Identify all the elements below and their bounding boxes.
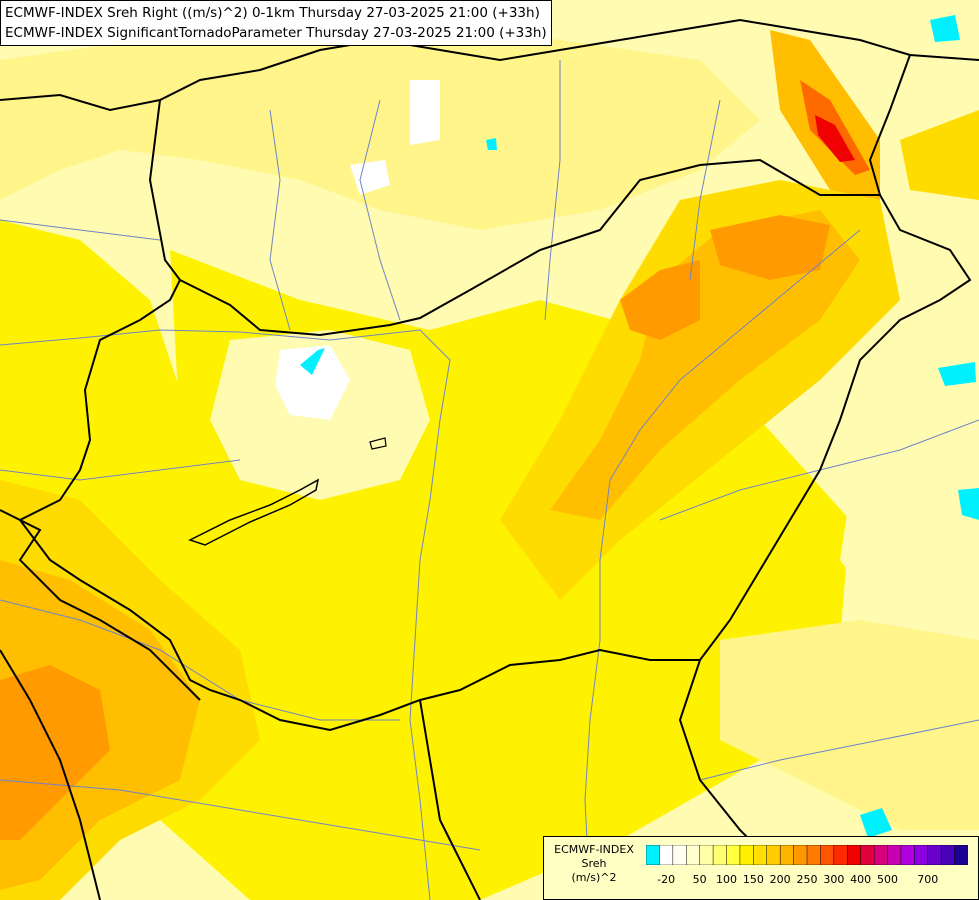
field-cyan-ne [930,15,960,42]
title-line-2: ECMWF-INDEX SignificantTornadoParameter … [5,25,547,41]
field-white-north [350,160,390,195]
field-red-core [815,115,855,162]
map-title-box: ECMWF-INDEX Sreh Right ((m/s)^2) 0-1km T… [0,0,552,46]
legend-tick-label: 700 [917,873,939,886]
legend-swatch [873,845,889,865]
field-cyan-se [860,808,892,838]
legend-swatch [887,845,902,865]
legend-swatch [712,845,728,865]
river-sava [0,779,481,851]
river-nw [0,219,161,241]
legend-swatch [927,845,942,865]
rivers [0,60,979,900]
legend-swatch [766,845,781,865]
legend-tick-label: 100 [716,873,737,886]
river-west [0,459,241,481]
legend-swatch [847,845,862,865]
border-sw [0,649,101,900]
legend-swatch [659,845,674,865]
legend-color-bar [646,845,968,865]
river-north3 [544,60,561,321]
border-croatia [0,509,201,701]
legend-swatch [806,845,821,865]
field-yellow-north [0,20,760,230]
field-orange-deep [620,260,700,340]
legend-swatch [699,845,714,865]
field-light-southeast [720,620,979,830]
legend-tick-label: -20 [657,873,676,886]
field-white-patch [275,345,350,420]
field-cyan-west-lake [300,348,325,375]
border-slovakia-west [148,99,181,281]
legend-swatch [820,845,835,865]
legend-swatch [672,845,687,865]
field-orange-corridor [550,210,860,520]
legend-tick-label: 250 [796,873,818,886]
legend-tick-label: 50 [692,873,707,886]
field-orange-ne-corner [900,110,979,200]
field-cyan-east [938,362,976,386]
lake-small [369,437,387,450]
legend-swatch [833,845,848,865]
country-borders [0,18,979,900]
field-cyan-north [486,138,497,150]
border-ukraine [868,54,911,196]
legend-swatch [793,845,808,865]
legend-ticks: -20 50 100 150 200 250 300 400 500 700 [646,873,968,889]
border-slovakia-north [0,18,979,112]
legend-swatch [954,845,968,865]
legend-title-2: Sreh [581,857,607,870]
legend-title-3: (m/s)^2 [571,871,617,884]
field-white-north2 [410,80,440,145]
legend-swatch [900,845,915,865]
legend-swatch [914,845,929,865]
legend-tick-label: 150 [742,873,764,886]
river-tisza [584,229,861,900]
river-ne [689,99,721,281]
color-legend: ECMWF-INDEX Sreh (m/s)^2 -20 50 100 150 200 2… [543,836,979,900]
legend-swatch [940,845,956,865]
field-orange-deep2 [710,215,830,280]
river-drava [0,599,400,721]
legend-swatch [646,845,660,865]
legend-tick-label: 300 [823,873,845,886]
river-north1 [269,109,291,331]
legend-title: ECMWF-INDEX Sreh (m/s)^2 [544,843,644,885]
river-north2 [359,99,401,321]
legend-swatch [726,845,741,865]
lake-balaton [188,478,320,546]
legend-swatch [860,845,875,865]
legend-title-1: ECMWF-INDEX [554,843,634,856]
field-cyan-east2 [958,488,979,520]
field-orange-sw-deep [0,665,110,840]
legend-swatch [779,845,795,865]
title-line-1: ECMWF-INDEX Sreh Right ((m/s)^2) 0-1km T… [5,5,540,21]
legend-tick-label: 500 [877,873,898,886]
legend-tick-label: 200 [769,873,791,886]
river-southeast [699,719,979,781]
river-danube [0,329,451,900]
legend-swatch [739,845,754,865]
legend-tick-label: 400 [850,873,872,886]
legend-swatch [753,845,768,865]
border-serbia [419,699,481,900]
legend-swatch [686,845,701,865]
